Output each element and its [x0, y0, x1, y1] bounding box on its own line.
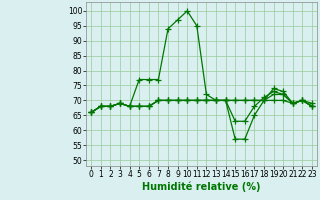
- X-axis label: Humidité relative (%): Humidité relative (%): [142, 182, 261, 192]
